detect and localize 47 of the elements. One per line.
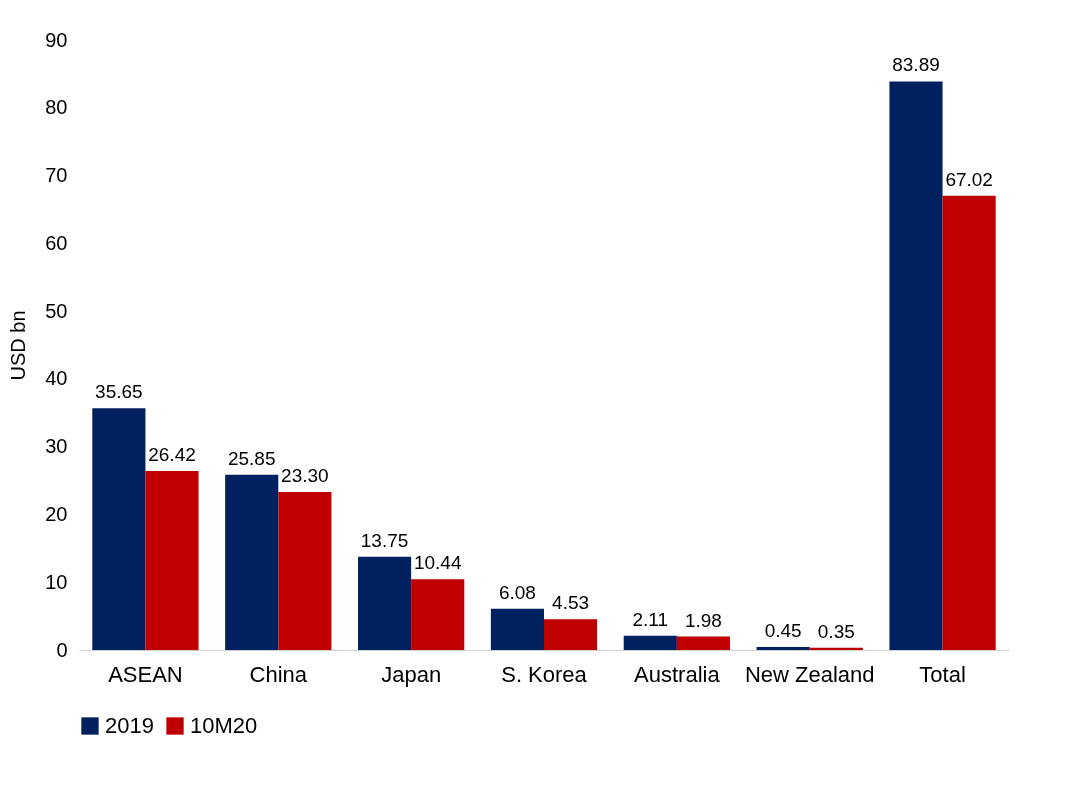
data-label: 25.85	[227, 447, 276, 469]
legend-label: 2019	[105, 713, 154, 738]
y-tick-label: 10	[45, 570, 68, 593]
data-label: 83.89	[892, 54, 940, 76]
bar	[889, 81, 943, 650]
y-tick-label: 70	[45, 164, 68, 187]
bar	[623, 635, 677, 650]
data-label: 0.45	[764, 619, 802, 641]
x-tick-label: Total	[919, 661, 966, 687]
data-label: 0.35	[817, 620, 855, 642]
data-label: 13.75	[360, 529, 409, 551]
bar	[278, 492, 332, 650]
bar	[490, 608, 544, 650]
data-label: 6.08	[498, 581, 536, 603]
x-tick-label: China	[249, 661, 308, 687]
y-tick-label: 30	[45, 435, 68, 458]
x-tick-label: New Zealand	[744, 661, 875, 687]
data-label: 35.65	[95, 381, 143, 403]
x-tick-label: Japan	[381, 661, 442, 687]
y-tick-label: 80	[45, 96, 68, 119]
data-label: 67.02	[945, 168, 993, 190]
y-tick-label: 50	[45, 299, 68, 322]
data-label: 2.11	[632, 608, 669, 630]
bar	[756, 646, 810, 650]
y-tick-label: 20	[45, 502, 68, 525]
y-tick-label: 40	[45, 367, 68, 390]
bar	[544, 619, 598, 650]
data-label: 26.42	[148, 443, 196, 465]
data-label: 1.98	[684, 609, 722, 631]
bar	[225, 474, 279, 650]
bar	[676, 636, 730, 650]
x-tick-label: S. Korea	[501, 661, 588, 687]
data-label: 4.53	[552, 592, 590, 614]
y-axis-title: USD bn	[7, 310, 30, 381]
bar	[92, 408, 146, 650]
bar	[145, 470, 199, 650]
data-label: 23.30	[281, 465, 329, 487]
bar	[942, 195, 996, 650]
y-tick-label: 60	[45, 231, 68, 254]
bar	[358, 556, 412, 650]
y-tick-label: 0	[56, 638, 68, 661]
y-tick-label: 90	[45, 28, 68, 51]
x-tick-label: ASEAN	[108, 661, 183, 687]
data-label: 10.44	[413, 552, 462, 574]
legend-label: 10M20	[190, 713, 258, 738]
bar	[411, 579, 465, 650]
x-tick-label: Australia	[634, 661, 721, 687]
